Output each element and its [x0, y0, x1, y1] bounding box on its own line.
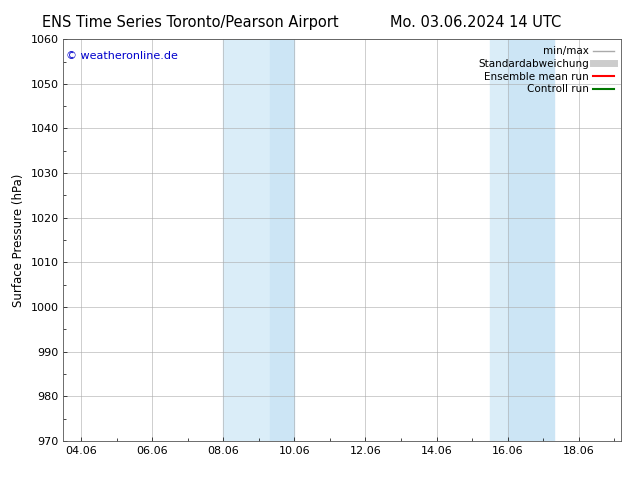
Text: © weatheronline.de: © weatheronline.de	[66, 51, 178, 61]
Y-axis label: Surface Pressure (hPa): Surface Pressure (hPa)	[12, 173, 25, 307]
Legend: min/max, Standardabweichung, Ensemble mean run, Controll run: min/max, Standardabweichung, Ensemble me…	[474, 42, 618, 98]
Text: ENS Time Series Toronto/Pearson Airport: ENS Time Series Toronto/Pearson Airport	[42, 15, 339, 30]
Text: Mo. 03.06.2024 14 UTC: Mo. 03.06.2024 14 UTC	[390, 15, 561, 30]
Bar	[508, 39, 554, 441]
Bar	[223, 39, 269, 441]
Bar	[490, 39, 508, 441]
Bar	[269, 39, 294, 441]
